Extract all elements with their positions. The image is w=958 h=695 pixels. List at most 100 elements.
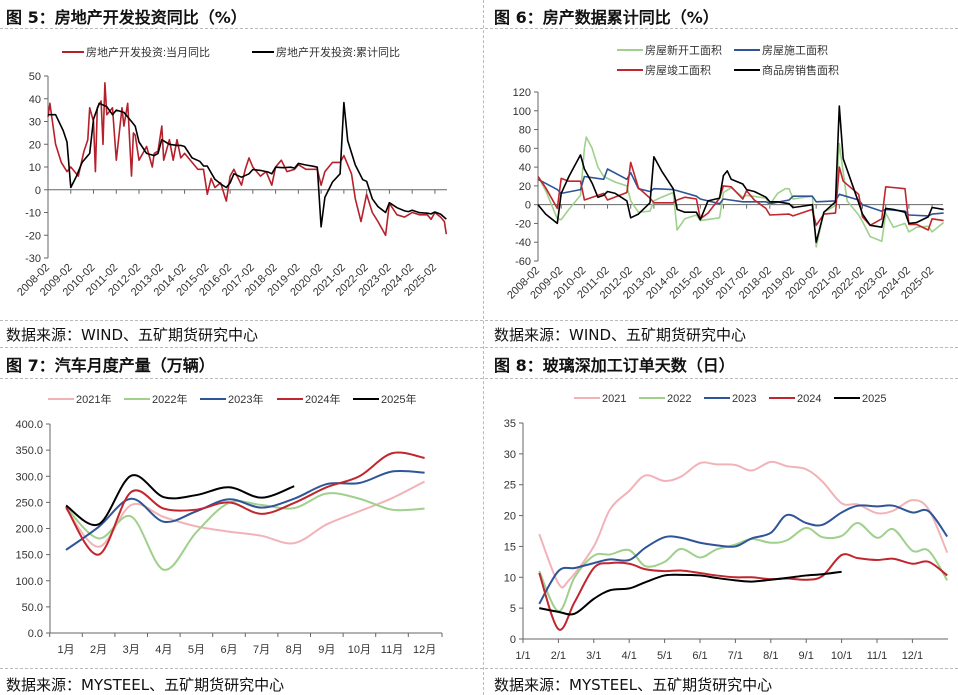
fig5-y-tick-label: -20 — [25, 230, 41, 242]
fig6-y-tick-label: -20 — [515, 218, 531, 230]
fig6-series-line-4 — [537, 105, 944, 243]
fig8-y-tick-label: 35 — [504, 418, 516, 430]
fig8-x-tick-label: 2/1 — [551, 650, 566, 662]
fig8-x-tick-label: 12/1 — [902, 650, 923, 662]
fig8-y-tick-label: 5 — [510, 603, 516, 615]
fig6-series-line-2 — [537, 168, 944, 217]
divider — [0, 28, 958, 29]
fig6-title: 图 6：房产数据累计同比（%） — [494, 8, 719, 27]
fig6-legend-label: 房屋施工面积 — [762, 44, 828, 57]
fig7-y-tick-label: 50.0 — [22, 602, 43, 614]
fig5-title: 图 5：房地产开发投资同比（%） — [6, 8, 247, 27]
fig7-x-tick-label: 6月 — [220, 644, 237, 656]
fig5-y-tick-label: 0 — [35, 185, 41, 197]
fig7-series-line-3 — [65, 469, 425, 551]
fig7-x-tick-label: 7月 — [253, 644, 270, 656]
fig8-series-line-1 — [538, 460, 949, 589]
fig5-y-tick-label: 50 — [29, 71, 41, 83]
fig5-y-tick-label: 20 — [29, 139, 41, 151]
fig7-legend-label: 2021年 — [76, 392, 111, 406]
fig5-source: 数据来源：WIND、五矿期货研究中心 — [6, 326, 259, 344]
fig7-source: 数据来源：MYSTEEL、五矿期货研究中心 — [6, 676, 285, 694]
fig6-source: 数据来源：WIND、五矿期货研究中心 — [494, 326, 747, 344]
fig6-legend-label: 商品房销售面积 — [762, 63, 839, 77]
fig6-y-tick-label: 100 — [513, 106, 531, 118]
fig8-y-tick-label: 10 — [504, 572, 516, 584]
fig7-x-tick-label: 11月 — [381, 644, 403, 656]
fig7-title: 图 7：汽车月度产量（万辆） — [6, 356, 215, 375]
fig8-x-tick-label: 1/1 — [515, 650, 530, 662]
fig6-y-tick-label: -60 — [515, 256, 531, 268]
fig8-x-tick-label: 10/1 — [831, 650, 852, 662]
fig8-y-tick-label: 15 — [504, 541, 516, 553]
fig6-y-tick-label: 20 — [519, 181, 531, 193]
fig8-y-tick-label: 20 — [504, 511, 516, 523]
fig8-title: 图 8：玻璃深加工订单天数（日） — [494, 356, 735, 375]
fig6-y-tick-label: 80 — [519, 125, 531, 137]
fig5-legend-label: 房地产开发投资:当月同比 — [86, 45, 210, 59]
fig7-x-tick-label: 1月 — [57, 644, 74, 656]
fig8-x-tick-label: 6/1 — [692, 650, 707, 662]
fig7-x-tick-label: 5月 — [188, 644, 205, 656]
fig7-x-tick-label: 2月 — [90, 644, 107, 656]
fig7-series-line-1 — [65, 480, 426, 548]
fig8-legend-label: 2021 — [602, 393, 626, 405]
fig8-y-tick-label: 25 — [504, 480, 516, 492]
divider — [0, 668, 958, 669]
fig7-y-tick-label: 400.0 — [15, 419, 43, 431]
fig8-x-tick-label: 9/1 — [799, 650, 814, 662]
fig5-y-tick-label: -30 — [25, 253, 41, 265]
fig8-legend-label: 2025 — [862, 393, 886, 405]
fig7-x-tick-label: 3月 — [123, 644, 140, 656]
fig5-y-tick-label: -10 — [25, 208, 41, 220]
fig7-y-tick-label: 300.0 — [15, 471, 43, 483]
fig8-x-tick-label: 4/1 — [622, 650, 637, 662]
fig5-series-line-1 — [47, 82, 448, 237]
fig6-y-tick-label: 120 — [513, 87, 531, 99]
fig7-legend-label: 2025年 — [381, 392, 416, 406]
fig8-x-tick-label: 8/1 — [763, 650, 778, 662]
fig8-legend-label: 2023 — [732, 393, 756, 405]
fig6-legend-label: 房屋竣工面积 — [645, 63, 711, 77]
fig6-series-line-3 — [537, 161, 944, 231]
fig5-y-tick-label: 40 — [29, 94, 41, 106]
fig7-y-tick-label: 0.0 — [28, 628, 43, 640]
fig8-x-tick-label: 3/1 — [586, 650, 601, 662]
fig8-y-tick-label: 30 — [504, 449, 516, 461]
fig7-x-tick-label: 12月 — [413, 644, 436, 656]
fig6-legend-label: 房屋新开工面积 — [645, 43, 722, 57]
fig7-legend-label: 2022年 — [152, 392, 187, 406]
fig5-y-tick-label: 10 — [29, 162, 41, 174]
fig7-x-tick-label: 8月 — [286, 644, 303, 656]
fig6-series-line-1 — [537, 136, 945, 248]
fig8-x-tick-label: 5/1 — [657, 650, 672, 662]
fig8-x-tick-label: 7/1 — [728, 650, 743, 662]
fig7-series-line-5 — [65, 474, 295, 527]
divider — [0, 347, 958, 348]
fig7-x-tick-label: 9月 — [318, 644, 335, 656]
fig7-y-tick-label: 150.0 — [15, 550, 43, 562]
fig7-y-tick-label: 250.0 — [15, 497, 43, 509]
fig8-series-line-4 — [538, 553, 948, 631]
fig7-x-tick-label: 10月 — [348, 644, 371, 656]
fig8-x-tick-label: 11/1 — [867, 650, 888, 662]
fig6-y-tick-label: 60 — [519, 143, 531, 155]
divider — [483, 0, 484, 695]
fig5-y-tick-label: 30 — [29, 117, 41, 129]
fig8-series-line-5 — [539, 570, 842, 616]
fig8-source: 数据来源：MYSTEEL、五矿期货研究中心 — [494, 676, 773, 694]
fig5-legend-label: 房地产开发投资:累计同比 — [276, 45, 400, 59]
divider — [0, 378, 958, 379]
fig6-y-tick-label: -40 — [515, 237, 531, 249]
fig7-y-tick-label: 200.0 — [15, 524, 43, 536]
fig7-legend-label: 2024年 — [305, 392, 340, 406]
fig7-x-tick-label: 4月 — [155, 644, 172, 656]
fig7-y-tick-label: 100.0 — [15, 576, 43, 588]
fig6-y-tick-label: 0 — [525, 200, 531, 212]
divider — [0, 320, 958, 321]
fig8-series-line-2 — [538, 521, 949, 613]
fig8-legend-label: 2022 — [667, 393, 691, 405]
fig7-series-line-4 — [65, 451, 425, 556]
fig7-legend-label: 2023年 — [228, 392, 263, 406]
